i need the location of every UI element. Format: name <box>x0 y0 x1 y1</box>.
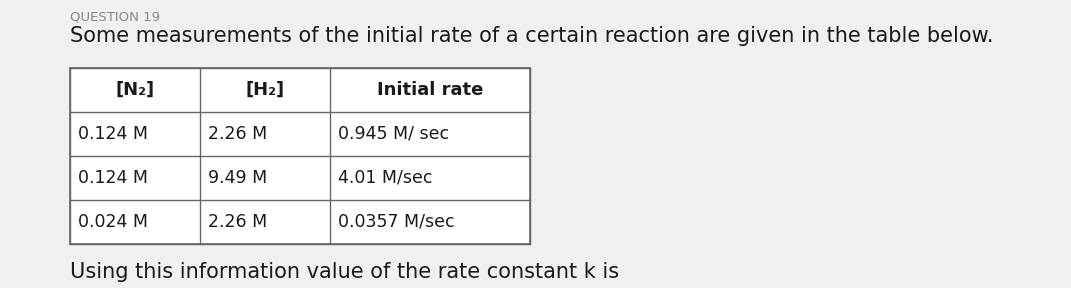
Text: 2.26 M: 2.26 M <box>208 125 268 143</box>
Text: 0.124 M: 0.124 M <box>78 125 148 143</box>
Text: 4.01 M/sec: 4.01 M/sec <box>338 169 433 187</box>
Text: QUESTION 19: QUESTION 19 <box>70 10 160 23</box>
Text: 0.945 M/ sec: 0.945 M/ sec <box>338 125 449 143</box>
Text: 0.124 M: 0.124 M <box>78 169 148 187</box>
Text: [H₂]: [H₂] <box>245 81 285 99</box>
Text: 2.26 M: 2.26 M <box>208 213 268 231</box>
Text: Using this information value of the rate constant k is: Using this information value of the rate… <box>70 262 619 282</box>
Text: 0.0357 M/sec: 0.0357 M/sec <box>338 213 454 231</box>
Text: Some measurements of the initial rate of a certain reaction are given in the tab: Some measurements of the initial rate of… <box>70 26 994 46</box>
Text: 0.024 M: 0.024 M <box>78 213 148 231</box>
Text: [N₂]: [N₂] <box>116 81 154 99</box>
Text: 9.49 M: 9.49 M <box>208 169 268 187</box>
Text: Initial rate: Initial rate <box>377 81 483 99</box>
Bar <box>70 68 530 244</box>
